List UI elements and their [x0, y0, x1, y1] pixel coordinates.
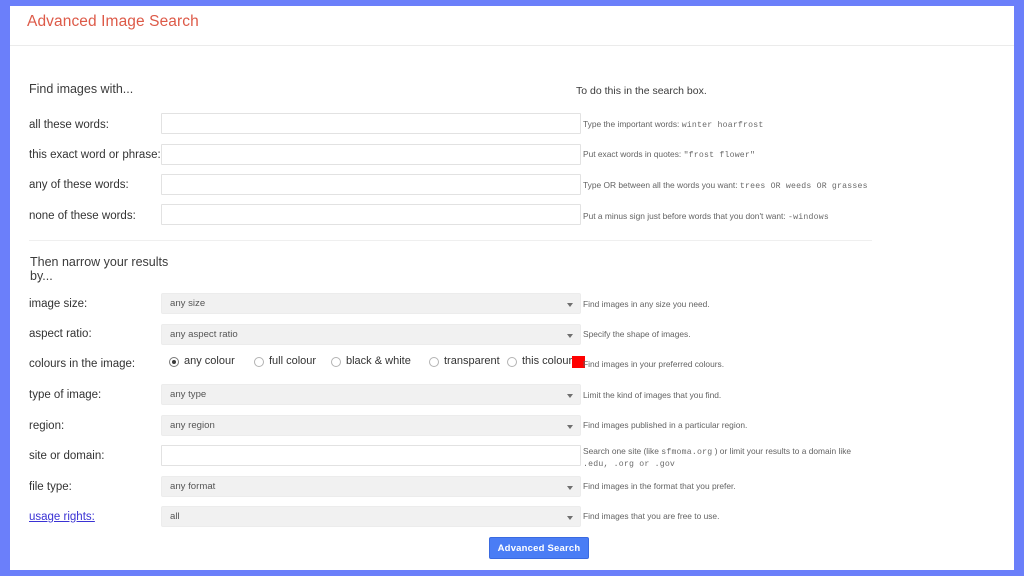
search-box-hint-heading: To do this in the search box.: [576, 85, 707, 97]
hint-type-of-image: Limit the kind of images that you find.: [583, 390, 722, 400]
file-type-select[interactable]: any format: [161, 476, 581, 497]
type-of-image-select[interactable]: any type: [161, 384, 581, 405]
hint-text: Put exact words in quotes:: [583, 149, 682, 159]
label-region: region:: [29, 420, 65, 432]
chevron-down-icon: [567, 334, 573, 338]
usage-rights-value: all: [170, 511, 180, 522]
radio-button-icon: [429, 357, 439, 367]
label-colours-in-the-image: colours in the image:: [29, 358, 136, 370]
hint-example-code: winter hoarfrost: [681, 121, 764, 130]
advanced-image-search-page: Advanced Image Search Find images with..…: [10, 6, 1014, 570]
radio-label: transparent: [444, 355, 500, 367]
advanced-search-button[interactable]: Advanced Search: [489, 537, 589, 559]
image-size-value: any size: [170, 298, 206, 309]
hint-text-middle: ) or limit your results to a domain like: [714, 446, 852, 456]
hint-example-domains: .edu, .org or .gov: [583, 460, 676, 469]
hint-text: Type the important words:: [583, 119, 680, 129]
label-aspect-ratio: aspect ratio:: [29, 328, 92, 340]
radio-label: black & white: [346, 355, 411, 367]
image-size-select[interactable]: any size: [161, 293, 581, 314]
radio-button-icon: [331, 357, 341, 367]
label-none-of-these-words: none of these words:: [29, 210, 136, 222]
hint-any-of-these-words: Type OR between all the words you want: …: [583, 180, 873, 192]
chevron-down-icon: [567, 394, 573, 398]
section-divider: [29, 240, 872, 241]
label-all-these-words: all these words:: [29, 119, 109, 131]
hint-example-code: trees OR weeds OR grasses: [739, 182, 868, 191]
hint-example-code: "frost flower": [683, 151, 756, 160]
label-image-size: image size:: [29, 298, 88, 310]
exact-word-or-phrase-input[interactable]: [161, 144, 581, 165]
hint-text: Search one site (like: [583, 446, 659, 456]
chevron-down-icon: [567, 486, 573, 490]
hint-example-code: -windows: [788, 213, 829, 222]
page-title: Advanced Image Search: [27, 13, 199, 30]
hint-text: Type OR between all the words you want:: [583, 180, 738, 190]
aspect-ratio-select[interactable]: any aspect ratio: [161, 324, 581, 345]
hint-file-type: Find images in the format that you prefe…: [583, 481, 736, 491]
colour-radio-group: any colour full colour black & white tra…: [161, 354, 591, 372]
colour-swatch[interactable]: [572, 356, 585, 368]
chevron-down-icon: [567, 516, 573, 520]
aspect-ratio-value: any aspect ratio: [170, 329, 238, 340]
any-of-these-words-input[interactable]: [161, 174, 581, 195]
hint-all-these-words: Type the important words: winter hoarfro…: [583, 119, 873, 131]
find-images-heading: Find images with...: [29, 82, 134, 96]
hint-region: Find images published in a particular re…: [583, 420, 748, 430]
type-of-image-value: any type: [170, 389, 207, 400]
hint-colours-in-the-image: Find images in your preferred colours.: [583, 359, 725, 369]
hint-text: Put a minus sign just before words that …: [583, 211, 786, 221]
hint-image-size: Find images in any size you need.: [583, 299, 710, 309]
radio-label: this colour: [522, 355, 573, 367]
radio-label: full colour: [269, 355, 317, 367]
none-of-these-words-input[interactable]: [161, 204, 581, 225]
label-exact-word-or-phrase: this exact word or phrase:: [29, 149, 161, 161]
all-these-words-input[interactable]: [161, 113, 581, 134]
radio-button-icon: [254, 357, 264, 367]
hint-none-of-these-words: Put a minus sign just before words that …: [583, 211, 873, 223]
hint-example-site: sfmoma.org: [661, 448, 713, 457]
chevron-down-icon: [567, 425, 573, 429]
radio-button-icon: [169, 357, 179, 367]
label-file-type: file type:: [29, 481, 72, 493]
page-header: Advanced Image Search: [10, 6, 1014, 46]
hint-site-or-domain: Search one site (like sfmoma.org ) or li…: [583, 446, 873, 470]
label-type-of-image: type of image:: [29, 389, 102, 401]
narrow-results-heading: Then narrow your results by...: [30, 255, 169, 283]
region-value: any region: [170, 420, 215, 431]
site-or-domain-input[interactable]: [161, 445, 581, 466]
hint-usage-rights: Find images that you are free to use.: [583, 511, 720, 521]
label-site-or-domain: site or domain:: [29, 450, 105, 462]
usage-rights-link[interactable]: usage rights:: [29, 511, 95, 523]
hint-exact-word-or-phrase: Put exact words in quotes: "frost flower…: [583, 149, 873, 161]
file-type-value: any format: [170, 481, 216, 492]
radio-button-icon: [507, 357, 517, 367]
radio-label: any colour: [184, 355, 235, 367]
region-select[interactable]: any region: [161, 415, 581, 436]
label-any-of-these-words: any of these words:: [29, 179, 129, 191]
chevron-down-icon: [567, 303, 573, 307]
hint-aspect-ratio: Specify the shape of images.: [583, 329, 691, 339]
usage-rights-select[interactable]: all: [161, 506, 581, 527]
